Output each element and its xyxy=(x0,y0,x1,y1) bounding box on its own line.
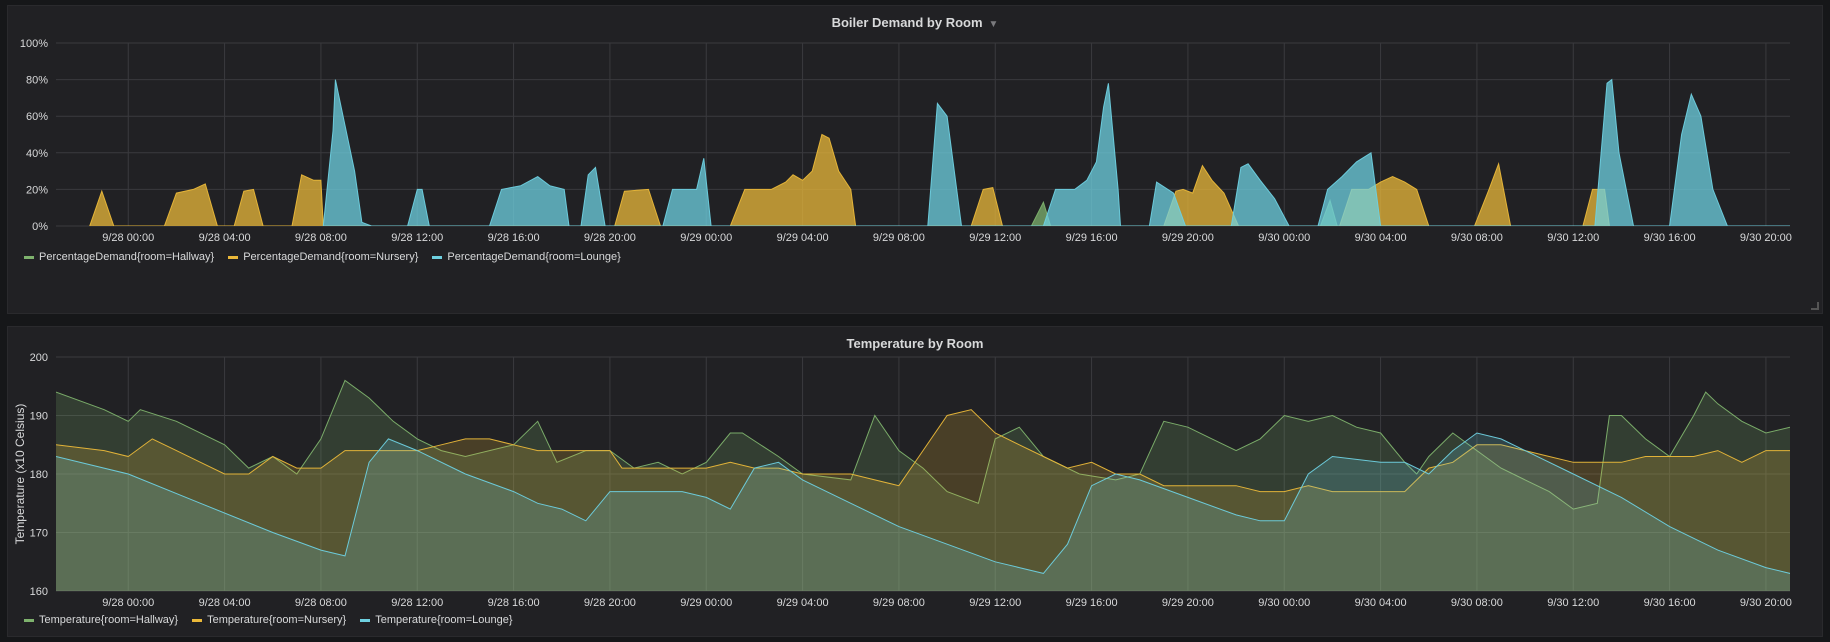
chevron-down-icon[interactable]: ▼ xyxy=(988,19,999,30)
legend-swatch xyxy=(432,255,443,259)
series-nursery-line xyxy=(89,133,1610,226)
x-tick-label: 9/29 16:00 xyxy=(1066,232,1118,244)
legend-swatch xyxy=(360,618,371,622)
series-hallway-line xyxy=(56,379,1790,510)
x-tick-label: 9/29 20:00 xyxy=(1162,597,1214,609)
x-tick-label: 9/28 04:00 xyxy=(199,597,251,609)
x-tick-label: 9/30 00:00 xyxy=(1258,232,1310,244)
legend-item-hallway[interactable]: PercentageDemand{room=Hallway} xyxy=(24,251,214,263)
x-tick-label: 9/29 00:00 xyxy=(680,232,732,244)
y-tick-label: 160 xyxy=(30,586,48,598)
x-tick-label: 9/30 16:00 xyxy=(1644,232,1696,244)
x-tick-label: 9/28 20:00 xyxy=(584,597,636,609)
temperature-chart: 160 170 180 190 200 9/28 00:00 9/28 04:00 9/28 … xyxy=(13,352,1792,609)
temperature-panel: Temperature by Room 160 170 180 190 200 9/28 … xyxy=(7,326,1823,637)
legend-label: Temperature{room=Hallway} xyxy=(39,614,179,626)
legend-label: Temperature{room=Lounge} xyxy=(375,614,513,626)
x-tick-label: 9/29 16:00 xyxy=(1066,597,1118,609)
x-tick-label: 9/29 04:00 xyxy=(777,597,829,609)
x-tick-label: 9/28 00:00 xyxy=(102,597,154,609)
legend-label: PercentageDemand{room=Nursery} xyxy=(243,251,419,263)
legend-item-hallway[interactable]: Temperature{room=Hallway} xyxy=(24,614,178,626)
x-tick-label: 9/29 00:00 xyxy=(680,597,732,609)
y-tick-label: 200 xyxy=(30,352,48,364)
y-tick-label: 40% xyxy=(26,148,48,160)
x-tick-label: 9/30 04:00 xyxy=(1355,597,1407,609)
legend-label: PercentageDemand{room=Lounge} xyxy=(447,251,621,263)
x-tick-label: 9/29 08:00 xyxy=(873,232,925,244)
series-lounge-line xyxy=(322,78,1790,226)
series-group xyxy=(89,78,1790,226)
panel-title-temperature[interactable]: Temperature by Room xyxy=(8,336,1822,351)
y-tick-label: 80% xyxy=(26,75,48,87)
boiler-demand-panel: Boiler Demand by Room ▼ 0% 20% 40% 60% 80% 100… xyxy=(7,5,1823,314)
y-tick-label: 20% xyxy=(26,184,48,196)
x-tick-label: 9/28 08:00 xyxy=(295,232,347,244)
x-tick-label: 9/29 04:00 xyxy=(777,232,829,244)
legend-item-nursery[interactable]: Temperature{room=Nursery} xyxy=(192,614,346,626)
boiler-demand-title: Boiler Demand by Room xyxy=(831,15,983,30)
y-tick-label: 0% xyxy=(32,221,48,233)
boiler-demand-legend: PercentageDemand{room=Hallway} Percentag… xyxy=(24,251,621,263)
legend-label: Temperature{room=Nursery} xyxy=(207,614,347,626)
legend-swatch xyxy=(192,618,203,622)
legend-item-lounge[interactable]: Temperature{room=Lounge} xyxy=(360,614,513,626)
x-tick-label: 9/30 20:00 xyxy=(1740,597,1792,609)
series-lounge-area xyxy=(56,433,1790,591)
series-nursery-line xyxy=(56,409,1790,493)
legend-swatch xyxy=(24,255,34,259)
x-tick-label: 9/28 04:00 xyxy=(199,232,251,244)
x-tick-label: 9/30 16:00 xyxy=(1644,597,1696,609)
x-tick-label: 9/28 00:00 xyxy=(102,232,154,244)
x-tick-label: 9/30 12:00 xyxy=(1547,232,1599,244)
x-tick-label: 9/28 16:00 xyxy=(488,597,540,609)
resize-handle[interactable] xyxy=(1811,302,1819,310)
legend-item-nursery[interactable]: PercentageDemand{room=Nursery} xyxy=(228,251,418,263)
x-tick-label: 9/28 16:00 xyxy=(488,232,540,244)
x-tick-label: 9/28 20:00 xyxy=(584,232,636,244)
temperature-legend: Temperature{room=Hallway} Temperature{ro… xyxy=(24,614,513,626)
series-group xyxy=(56,379,1790,591)
x-tick-label: 9/29 12:00 xyxy=(969,232,1021,244)
series-lounge-line xyxy=(56,432,1790,574)
x-tick-label: 9/30 00:00 xyxy=(1258,597,1310,609)
y-tick-label: 60% xyxy=(26,111,48,123)
x-tick-label: 9/29 08:00 xyxy=(873,597,925,609)
legend-item-lounge[interactable]: PercentageDemand{room=Lounge} xyxy=(432,251,621,263)
series-nursery-area xyxy=(89,134,1610,226)
x-tick-label: 9/28 12:00 xyxy=(391,232,443,244)
y-tick-label: 170 xyxy=(30,528,48,540)
legend-swatch xyxy=(228,255,239,259)
series-hallway-area xyxy=(56,380,1790,591)
boiler-demand-chart: 0% 20% 40% 60% 80% 100% 9/28 00:00 9/28 04:00 9/… xyxy=(20,38,1792,244)
x-tick-label: 9/30 20:00 xyxy=(1740,232,1792,244)
series-nursery-area xyxy=(56,409,1790,591)
temperature-title: Temperature by Room xyxy=(846,336,984,351)
y-tick-label: 180 xyxy=(30,469,48,481)
x-tick-label: 9/29 12:00 xyxy=(969,597,1021,609)
x-tick-label: 9/28 12:00 xyxy=(391,597,443,609)
y-axis-label: Temperature (x10 Celsius) xyxy=(13,404,27,545)
x-tick-label: 9/30 04:00 xyxy=(1355,232,1407,244)
y-tick-label: 100% xyxy=(20,38,48,50)
x-tick-label: 9/30 08:00 xyxy=(1451,597,1503,609)
y-tick-label: 190 xyxy=(30,411,48,423)
x-tick-label: 9/29 20:00 xyxy=(1162,232,1214,244)
x-tick-label: 9/30 12:00 xyxy=(1547,597,1599,609)
x-tick-label: 9/28 08:00 xyxy=(295,597,347,609)
legend-swatch xyxy=(24,618,34,622)
panel-title-boiler[interactable]: Boiler Demand by Room ▼ xyxy=(8,15,1822,30)
legend-label: PercentageDemand{room=Hallway} xyxy=(39,251,215,263)
x-tick-label: 9/30 08:00 xyxy=(1451,232,1503,244)
